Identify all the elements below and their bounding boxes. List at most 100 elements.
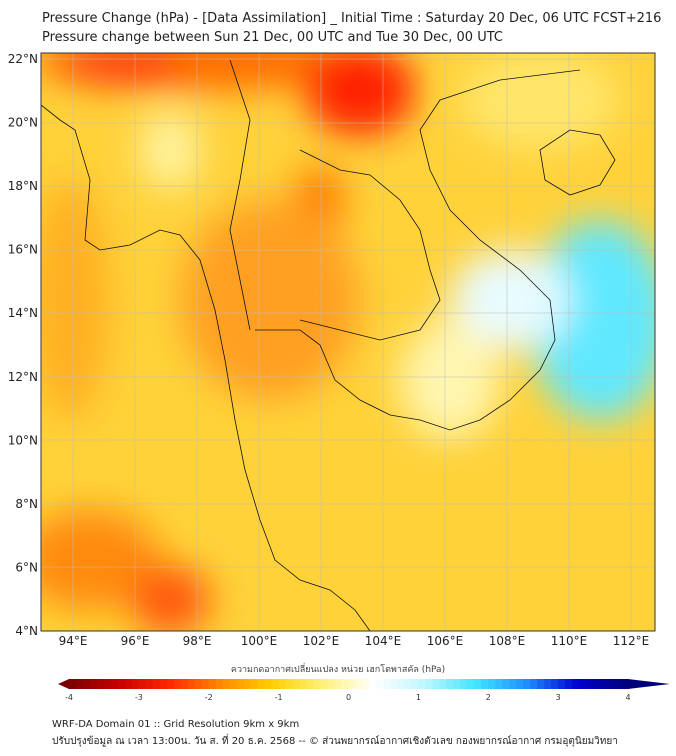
- lat-tick-label: 4°N: [15, 624, 38, 638]
- colorbar-segment: [250, 679, 259, 689]
- lon-tick-label: 94°E: [59, 634, 88, 648]
- colorbar-segment: [124, 679, 133, 689]
- lon-tick-label: 104°E: [365, 634, 402, 648]
- colorbar-segment: [621, 679, 629, 689]
- colorbar-segment: [572, 679, 580, 689]
- colorbar-segment: [565, 679, 573, 689]
- colorbar-segment: [600, 679, 608, 689]
- colorbar-segment: [593, 679, 601, 689]
- colorbar-tick-label: -2: [204, 693, 213, 702]
- colorbar-segment: [425, 679, 433, 689]
- colorbar-segment: [390, 679, 398, 689]
- colorbar-segment: [614, 679, 622, 689]
- lat-tick-label: 12°N: [8, 370, 38, 384]
- colorbar-segment: [481, 679, 489, 689]
- colorbar-segment: [285, 679, 294, 689]
- colorbar-segment: [103, 679, 112, 689]
- lat-tick-label: 20°N: [8, 116, 38, 130]
- coastlines-borders: [41, 59, 616, 631]
- colorbar-segment: [439, 679, 447, 689]
- colorbar-segment: [607, 679, 615, 689]
- colorbar-segment: [299, 679, 308, 689]
- lon-tick-label: 112°E: [613, 634, 650, 648]
- lat-tick-label: 8°N: [15, 497, 38, 511]
- colorbar-segment: [257, 679, 266, 689]
- colorbar-segment: [229, 679, 238, 689]
- colorbar-tick-label: 4: [625, 693, 631, 702]
- lat-tick-label: 14°N: [8, 306, 38, 320]
- colorbar-segment: [96, 679, 105, 689]
- colorbar-segment: [75, 679, 84, 689]
- colorbar-segment: [208, 679, 217, 689]
- colorbar: [58, 679, 670, 689]
- colorbar-segment: [110, 679, 119, 689]
- colorbar-segment: [159, 679, 168, 689]
- colorbar-segment: [530, 679, 538, 689]
- colorbar-segment: [579, 679, 587, 689]
- colorbar-segment: [355, 679, 363, 689]
- colorbar-segment: [173, 679, 182, 689]
- colorbar-tick-label: 1: [415, 693, 421, 702]
- colorbar-segment: [369, 679, 377, 689]
- colorbar-title: ความกดอากาศเปลี่ยนแปลง หน่วย เฮกโตพาสคัล…: [230, 665, 446, 675]
- colorbar-segment: [376, 679, 384, 689]
- lon-tick-label: 110°E: [551, 634, 588, 648]
- colorbar-segment: [495, 679, 503, 689]
- colorbar-min-extend: [58, 679, 69, 689]
- colorbar-tick-label: 0: [345, 693, 352, 702]
- colorbar-segment: [69, 679, 77, 689]
- lon-tick-label: 98°E: [183, 634, 212, 648]
- colorbar-segment: [453, 679, 461, 689]
- colorbar-segment: [586, 679, 594, 689]
- colorbar-tick-label: 3: [555, 693, 561, 702]
- chart-subtitle: Pressure change between Sun 21 Dec, 00 U…: [42, 30, 503, 45]
- lat-tick-label: 22°N: [8, 52, 38, 66]
- colorbar-segment: [152, 679, 161, 689]
- pressure-field: [41, 53, 655, 631]
- colorbar-segment: [236, 679, 245, 689]
- lat-tick-label: 16°N: [8, 243, 38, 257]
- colorbar-segment: [446, 679, 454, 689]
- lat-tick-label: 10°N: [8, 433, 38, 447]
- colorbar-segment: [537, 679, 545, 689]
- colorbar-segment: [432, 679, 440, 689]
- colorbar-segment: [362, 679, 370, 689]
- colorbar-tick-label: 2: [485, 693, 491, 702]
- colorbar-segment: [145, 679, 154, 689]
- colorbar-segment: [411, 679, 419, 689]
- lon-tick-label: 102°E: [303, 634, 340, 648]
- colorbar-segment: [264, 679, 273, 689]
- colorbar-segment: [320, 679, 329, 689]
- colorbar-segment: [348, 679, 356, 689]
- colorbar-segment: [509, 679, 517, 689]
- colorbar-segment: [334, 679, 343, 689]
- colorbar-segment: [523, 679, 531, 689]
- footer-model-info: WRF-DA Domain 01 :: Grid Resolution 9km …: [52, 719, 300, 730]
- colorbar-segment: [327, 679, 336, 689]
- colorbar-segment: [194, 679, 203, 689]
- colorbar-segment: [383, 679, 391, 689]
- colorbar-tick-label: -1: [274, 693, 283, 702]
- colorbar-segment: [89, 679, 98, 689]
- colorbar-segment: [418, 679, 426, 689]
- colorbar-segment: [292, 679, 301, 689]
- colorbar-segment: [502, 679, 510, 689]
- colorbar-segment: [488, 679, 496, 689]
- colorbar-segment: [397, 679, 405, 689]
- colorbar-segment: [82, 679, 91, 689]
- colorbar-segment: [201, 679, 210, 689]
- colorbar-segment: [278, 679, 287, 689]
- colorbar-tick-label: -4: [65, 693, 73, 702]
- colorbar-segment: [404, 679, 412, 689]
- lon-tick-label: 108°E: [489, 634, 526, 648]
- colorbar-segment: [180, 679, 189, 689]
- colorbar-segment: [460, 679, 468, 689]
- graticule: [41, 53, 655, 631]
- colorbar-max-extend: [628, 679, 670, 689]
- chart-title: Pressure Change (hPa) - [Data Assimilati…: [42, 11, 662, 26]
- colorbar-segment: [313, 679, 322, 689]
- colorbar-segment: [467, 679, 475, 689]
- colorbar-segment: [138, 679, 147, 689]
- colorbar-segment: [558, 679, 566, 689]
